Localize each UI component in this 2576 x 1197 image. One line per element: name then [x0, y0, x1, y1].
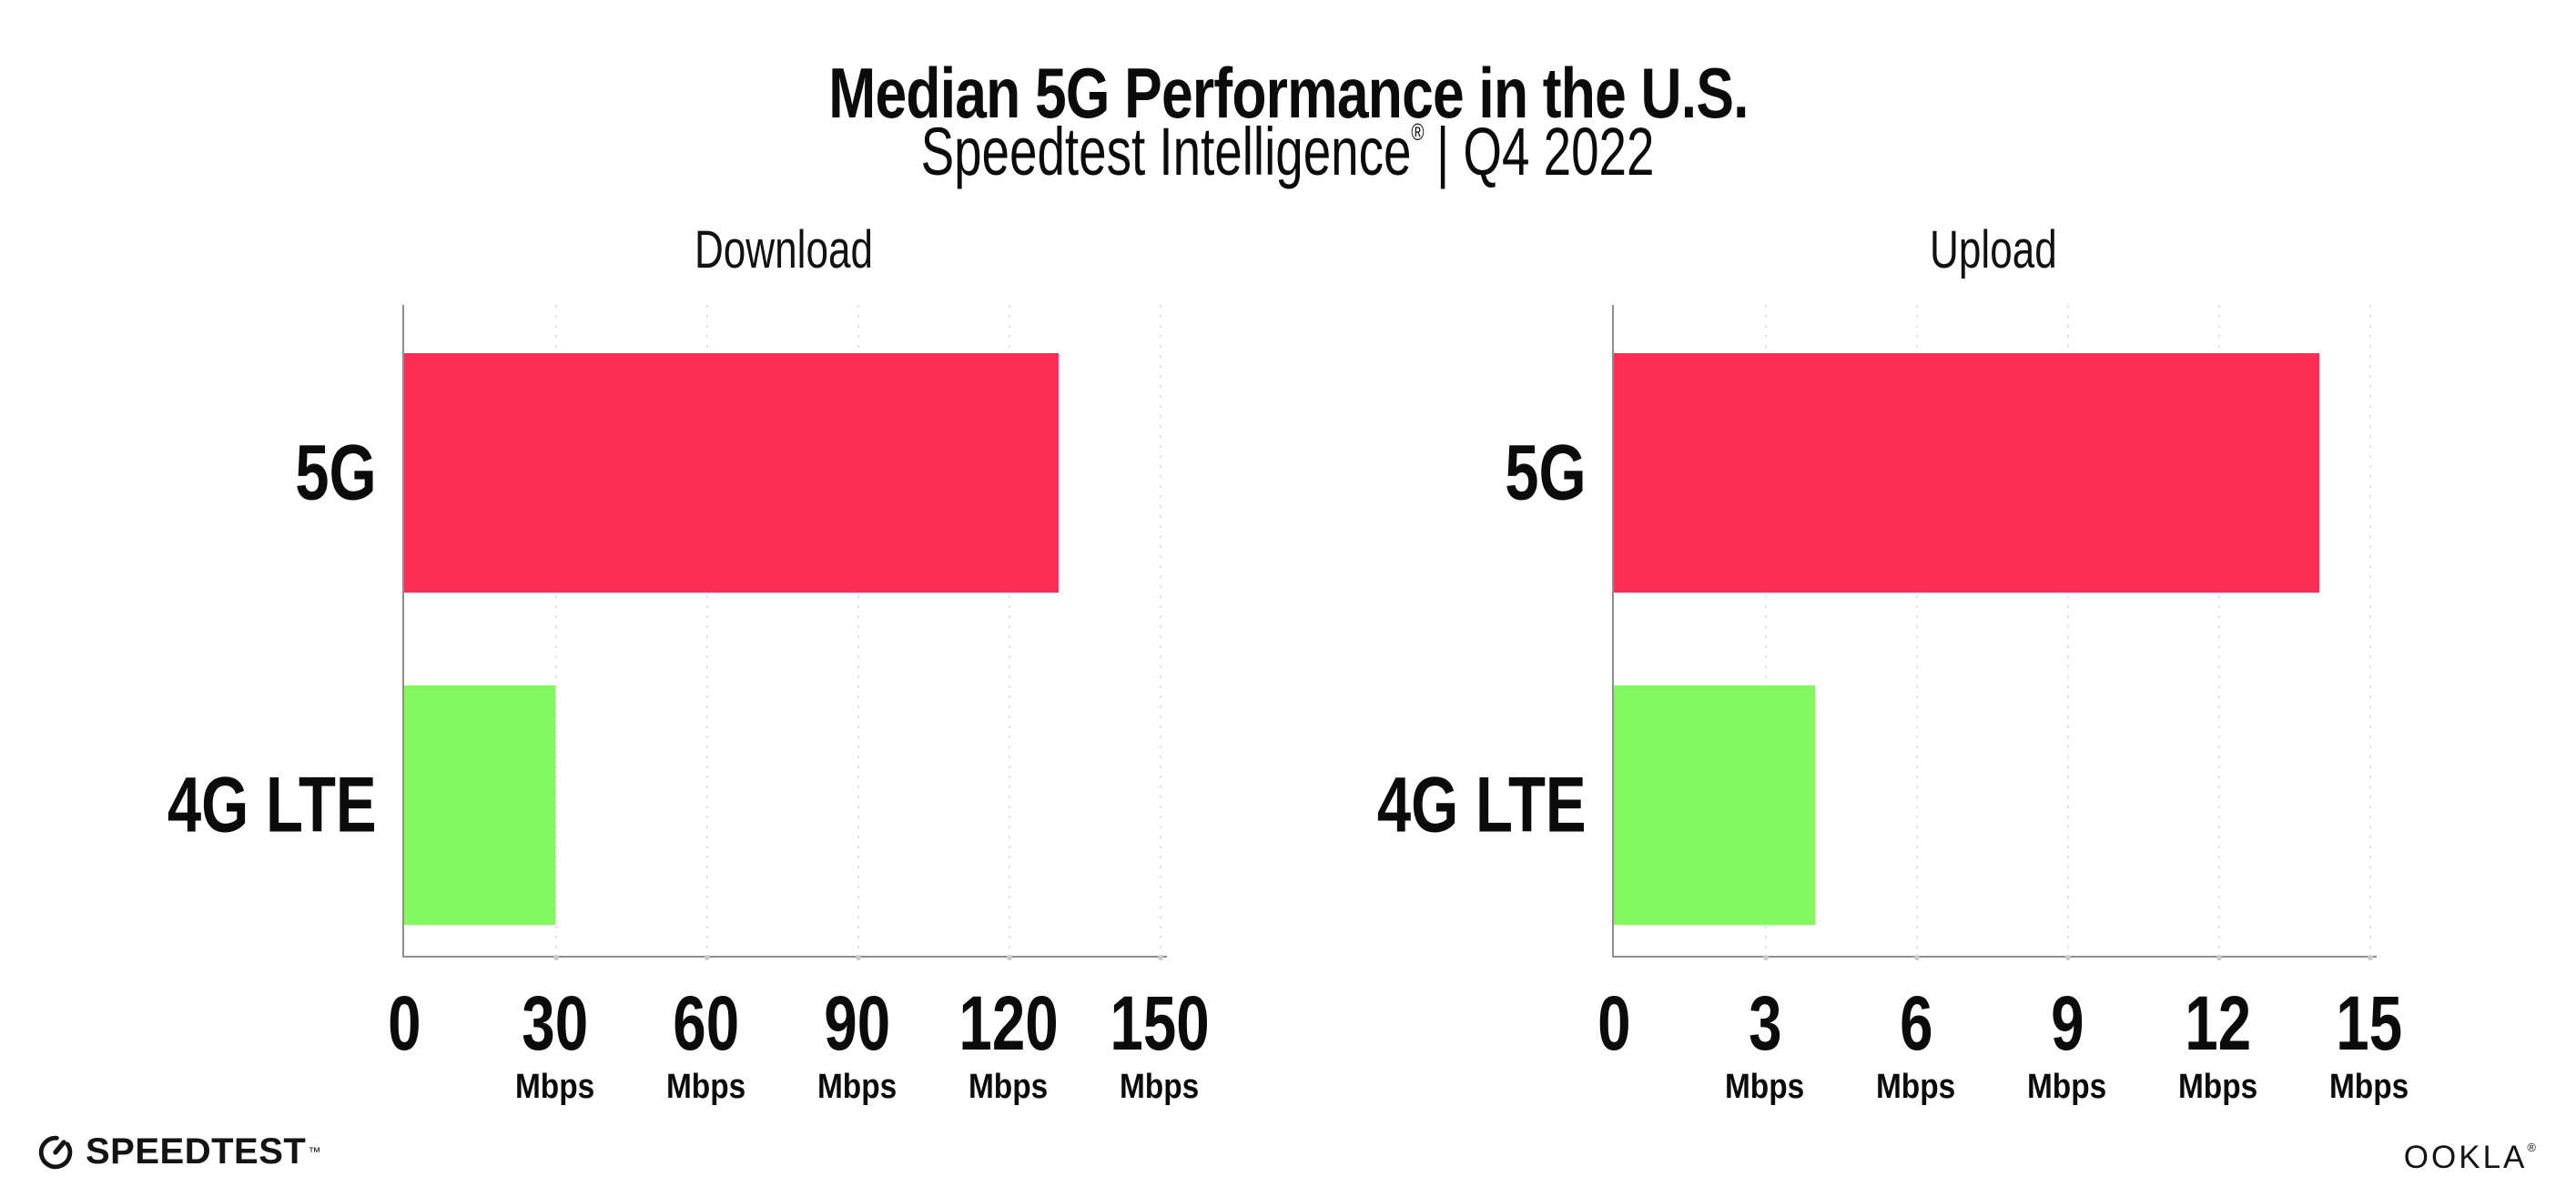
tick-label-120: 120 Mbps [908, 983, 1109, 1107]
tick-value: 60 [606, 983, 806, 1063]
category-label-5g: 5G [295, 429, 377, 516]
gridline-3 [1763, 305, 1769, 960]
tick-label-0: 0 [1514, 983, 1714, 1063]
tick-value: 12 [2118, 983, 2318, 1063]
tick-unit: Mbps [455, 1067, 655, 1107]
page-subtitle: Speedtest Intelligence® | Q4 2022 [0, 91, 2576, 193]
tick-value: 3 [1665, 983, 1865, 1063]
bar-5g [1614, 353, 2319, 593]
gridline-150 [1158, 305, 1163, 960]
tick-value: 150 [1060, 983, 1260, 1063]
tick-value: 0 [304, 983, 504, 1063]
tick-value-text: 90 [824, 980, 891, 1066]
tick-unit-text: Mbps [1120, 1068, 1200, 1106]
tick-value-text: 6 [1899, 980, 1933, 1066]
tick-unit: Mbps [1816, 1067, 2016, 1107]
tick-label-0: 0 [304, 983, 504, 1063]
tick-unit-text: Mbps [515, 1068, 595, 1106]
tick-unit-text: Mbps [1725, 1068, 1805, 1106]
gridline-30 [553, 305, 559, 960]
tick-value: 30 [455, 983, 655, 1063]
page-title-text: Median 5G Performance in the U.S. [827, 53, 1749, 134]
gridline-15 [2368, 305, 2373, 960]
upload-plot-area: 0 3 Mbps 6 Mbps 9 Mbps 12 Mbps 15 Mbps 5G 4G LTE [1377, 305, 2409, 1106]
tick-value-text: 15 [2336, 980, 2403, 1066]
ookla-logo: OOKLA® [2404, 1140, 2536, 1176]
tick-unit-text: Mbps [817, 1068, 898, 1106]
tick-unit: Mbps [2118, 1067, 2318, 1107]
tick-unit-text: Mbps [2027, 1068, 2107, 1106]
tick-unit: Mbps [908, 1067, 1109, 1107]
tick-value: 0 [1514, 983, 1714, 1063]
tick-label-3: 3 Mbps [1665, 983, 1865, 1107]
bar-4g-lte [404, 685, 555, 925]
tick-value-text: 12 [2185, 980, 2252, 1066]
tick-label-12: 12 Mbps [2118, 983, 2318, 1107]
gridline-90 [856, 305, 861, 960]
category-label-4g-lte: 4G LTE [1377, 761, 1587, 848]
tick-label-15: 15 Mbps [2269, 983, 2470, 1107]
trademark-mark: ™ [308, 1144, 321, 1159]
tick-unit-text: Mbps [1876, 1068, 1956, 1106]
tick-value: 120 [908, 983, 1109, 1063]
tick-label-9: 9 Mbps [1967, 983, 2167, 1107]
tick-unit-text: Mbps [969, 1068, 1049, 1106]
tick-label-150: 150 Mbps [1060, 983, 1260, 1107]
tick-label-60: 60 Mbps [606, 983, 806, 1107]
ookla-registered-mark: ® [2527, 1141, 2536, 1154]
tick-unit: Mbps [757, 1067, 958, 1107]
tick-value-text: 150 [1110, 980, 1210, 1066]
gridline-120 [1007, 305, 1012, 960]
tick-value: 15 [2269, 983, 2470, 1063]
tick-label-6: 6 Mbps [1816, 983, 2016, 1107]
gridline-9 [2065, 305, 2071, 960]
chart-title-text: Upload [1930, 220, 2057, 279]
gridline-12 [2216, 305, 2222, 960]
gridline-60 [705, 305, 710, 960]
upload-chart-title: Upload [1612, 220, 2375, 280]
gauge-icon [38, 1135, 73, 1170]
tick-value: 90 [757, 983, 958, 1063]
tick-unit-text: Mbps [2329, 1068, 2409, 1106]
tick-unit-text: Mbps [666, 1068, 746, 1106]
tick-unit: Mbps [2269, 1067, 2470, 1107]
tick-label-30: 30 Mbps [455, 983, 655, 1107]
page-title: Median 5G Performance in the U.S. [0, 51, 2576, 135]
subtitle-product: Speedtest Intelligence [921, 114, 1412, 189]
speedtest-logo: SPEEDTEST ™ [35, 1131, 320, 1172]
chart-title-text: Download [694, 220, 874, 279]
bar-4g-lte [1614, 685, 1816, 925]
tick-value-text: 9 [2050, 980, 2084, 1066]
tick-value: 6 [1816, 983, 2016, 1063]
bar-5g [404, 353, 1060, 593]
tick-unit: Mbps [1665, 1067, 1865, 1107]
download-plot-area: 0 30 Mbps 60 Mbps 90 Mbps 120 Mbps 150 Mbps 5G 4G LT… [167, 305, 1210, 1106]
tick-unit: Mbps [606, 1067, 806, 1107]
subtitle-period: | Q4 2022 [1436, 114, 1655, 189]
speedtest-wordmark: SPEEDTEST [86, 1131, 307, 1172]
tick-unit: Mbps [1060, 1067, 1260, 1107]
registered-mark: ® [1411, 118, 1425, 146]
tick-value-text: 3 [1748, 980, 1782, 1066]
download-chart-title: Download [402, 220, 1165, 280]
category-label-5g: 5G [1505, 429, 1587, 516]
tick-unit-text: Mbps [2178, 1068, 2258, 1106]
category-label-4g-lte: 4G LTE [167, 761, 377, 848]
tick-value-text: 30 [522, 980, 589, 1066]
tick-label-90: 90 Mbps [757, 983, 958, 1107]
tick-value: 9 [1967, 983, 2167, 1063]
page-subtitle-text: Speedtest Intelligence® | Q4 2022 [921, 91, 1655, 193]
tick-value-text: 120 [958, 980, 1059, 1066]
tick-value-text: 0 [1597, 980, 1631, 1066]
gridline-6 [1914, 305, 1920, 960]
ookla-wordmark: OOKLA [2403, 1140, 2528, 1175]
tick-value-text: 0 [387, 980, 421, 1066]
tick-unit: Mbps [1967, 1067, 2167, 1107]
tick-value-text: 60 [673, 980, 740, 1066]
